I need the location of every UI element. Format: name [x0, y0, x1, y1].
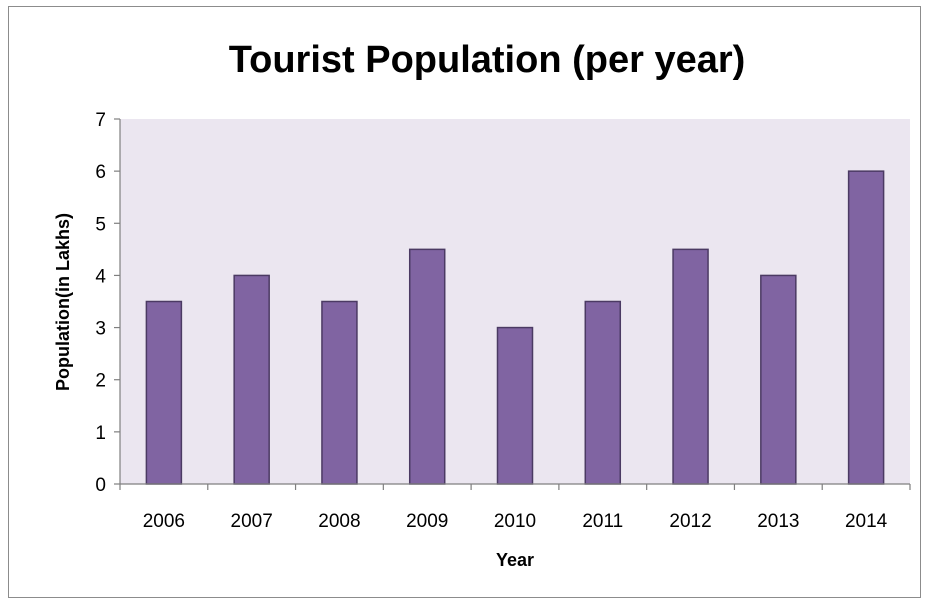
bar-2013 [760, 274, 797, 485]
x-tick-label: 2012 [669, 511, 711, 532]
x-tick-label: 2010 [494, 511, 536, 532]
bar-2014 [847, 170, 885, 485]
y-tick-label: 1 [95, 423, 106, 444]
axes [114, 118, 911, 490]
y-tick-label: 4 [95, 266, 106, 287]
x-tick-label: 2007 [231, 511, 273, 532]
bar-2007 [233, 274, 270, 485]
x-tick-label: 2009 [406, 511, 448, 532]
y-tick-label: 0 [95, 475, 106, 496]
x-axis-title: Year [496, 550, 534, 570]
y-tick-label: 3 [95, 319, 106, 340]
bars [145, 170, 885, 485]
y-tick-label: 7 [95, 110, 106, 131]
x-tick-label: 2014 [845, 511, 888, 532]
bar-2011 [584, 300, 622, 485]
y-tick-labels: 0 1 2 3 4 5 6 7 [95, 110, 106, 496]
bar-2012 [672, 248, 709, 485]
x-tick-label: 2011 [582, 511, 623, 532]
bar-2009 [408, 248, 446, 485]
y-axis-title: Population(in Lakhs) [53, 213, 73, 391]
x-tick-label: 2006 [143, 511, 185, 532]
bar-2008 [321, 300, 358, 485]
bar-2006 [145, 300, 183, 485]
chart-title: Tourist Population (per year) [229, 39, 746, 81]
bar-2010 [496, 326, 534, 485]
x-tick-labels: 2006 2007 2008 2009 2010 2011 2012 2013 2014 [143, 511, 888, 532]
x-tick-label: 2008 [318, 511, 360, 532]
y-tick-label: 5 [95, 214, 106, 235]
y-tick-label: 6 [95, 162, 106, 183]
x-tick-label: 2013 [757, 511, 799, 532]
y-tick-label: 2 [95, 371, 106, 392]
